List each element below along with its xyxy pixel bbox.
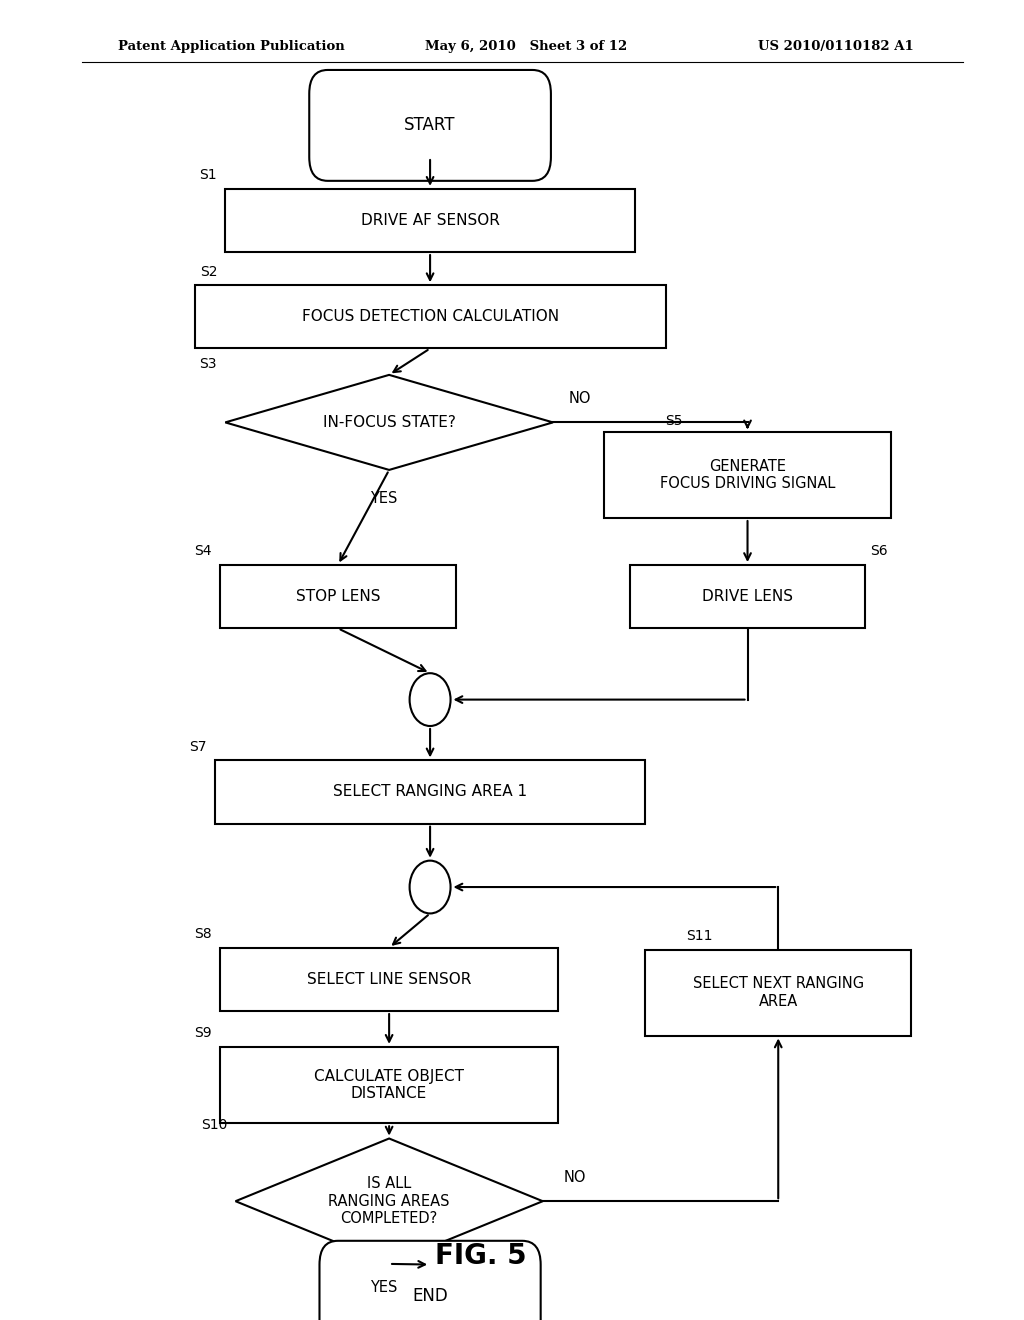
Text: S4: S4: [195, 544, 212, 558]
Text: END: END: [413, 1287, 447, 1305]
Text: DRIVE AF SENSOR: DRIVE AF SENSOR: [360, 213, 500, 228]
Polygon shape: [225, 375, 553, 470]
Text: S7: S7: [189, 739, 207, 754]
Text: START: START: [404, 116, 456, 135]
Bar: [225, 189, 635, 252]
Circle shape: [410, 673, 451, 726]
Text: S6: S6: [870, 544, 888, 558]
Text: US 2010/0110182 A1: US 2010/0110182 A1: [758, 40, 913, 53]
Text: FIG. 5: FIG. 5: [435, 1242, 527, 1270]
Bar: [630, 565, 865, 628]
Text: STOP LENS: STOP LENS: [296, 589, 380, 605]
Bar: [195, 285, 666, 348]
Bar: [220, 565, 456, 628]
Text: IS ALL
RANGING AREAS
COMPLETED?: IS ALL RANGING AREAS COMPLETED?: [329, 1176, 450, 1226]
Text: S3: S3: [200, 356, 217, 371]
Text: FOCUS DETECTION CALCULATION: FOCUS DETECTION CALCULATION: [301, 309, 559, 325]
Circle shape: [410, 861, 451, 913]
Text: NO: NO: [568, 391, 591, 407]
Text: S1: S1: [200, 168, 217, 182]
Bar: [604, 432, 891, 517]
Text: IN-FOCUS STATE?: IN-FOCUS STATE?: [323, 414, 456, 430]
Polygon shape: [236, 1138, 543, 1265]
Text: S5: S5: [666, 414, 683, 428]
Text: May 6, 2010   Sheet 3 of 12: May 6, 2010 Sheet 3 of 12: [425, 40, 628, 53]
Text: Patent Application Publication: Patent Application Publication: [118, 40, 344, 53]
Bar: [645, 950, 911, 1035]
FancyBboxPatch shape: [319, 1241, 541, 1320]
Text: SELECT RANGING AREA 1: SELECT RANGING AREA 1: [333, 784, 527, 800]
Bar: [215, 760, 645, 824]
Bar: [220, 1047, 558, 1123]
Text: S2: S2: [200, 264, 217, 279]
Bar: [220, 948, 558, 1011]
Text: NO: NO: [563, 1170, 586, 1185]
Text: CALCULATE OBJECT
DISTANCE: CALCULATE OBJECT DISTANCE: [314, 1069, 464, 1101]
Text: S10: S10: [201, 1118, 227, 1131]
Text: YES: YES: [371, 491, 397, 507]
Text: DRIVE LENS: DRIVE LENS: [702, 589, 793, 605]
Text: S9: S9: [195, 1026, 212, 1040]
Text: S11: S11: [686, 929, 713, 942]
Text: SELECT NEXT RANGING
AREA: SELECT NEXT RANGING AREA: [692, 977, 864, 1008]
Text: SELECT LINE SENSOR: SELECT LINE SENSOR: [307, 972, 471, 987]
Text: GENERATE
FOCUS DRIVING SIGNAL: GENERATE FOCUS DRIVING SIGNAL: [659, 459, 836, 491]
FancyBboxPatch shape: [309, 70, 551, 181]
Text: YES: YES: [371, 1280, 397, 1295]
Text: S8: S8: [195, 927, 212, 941]
